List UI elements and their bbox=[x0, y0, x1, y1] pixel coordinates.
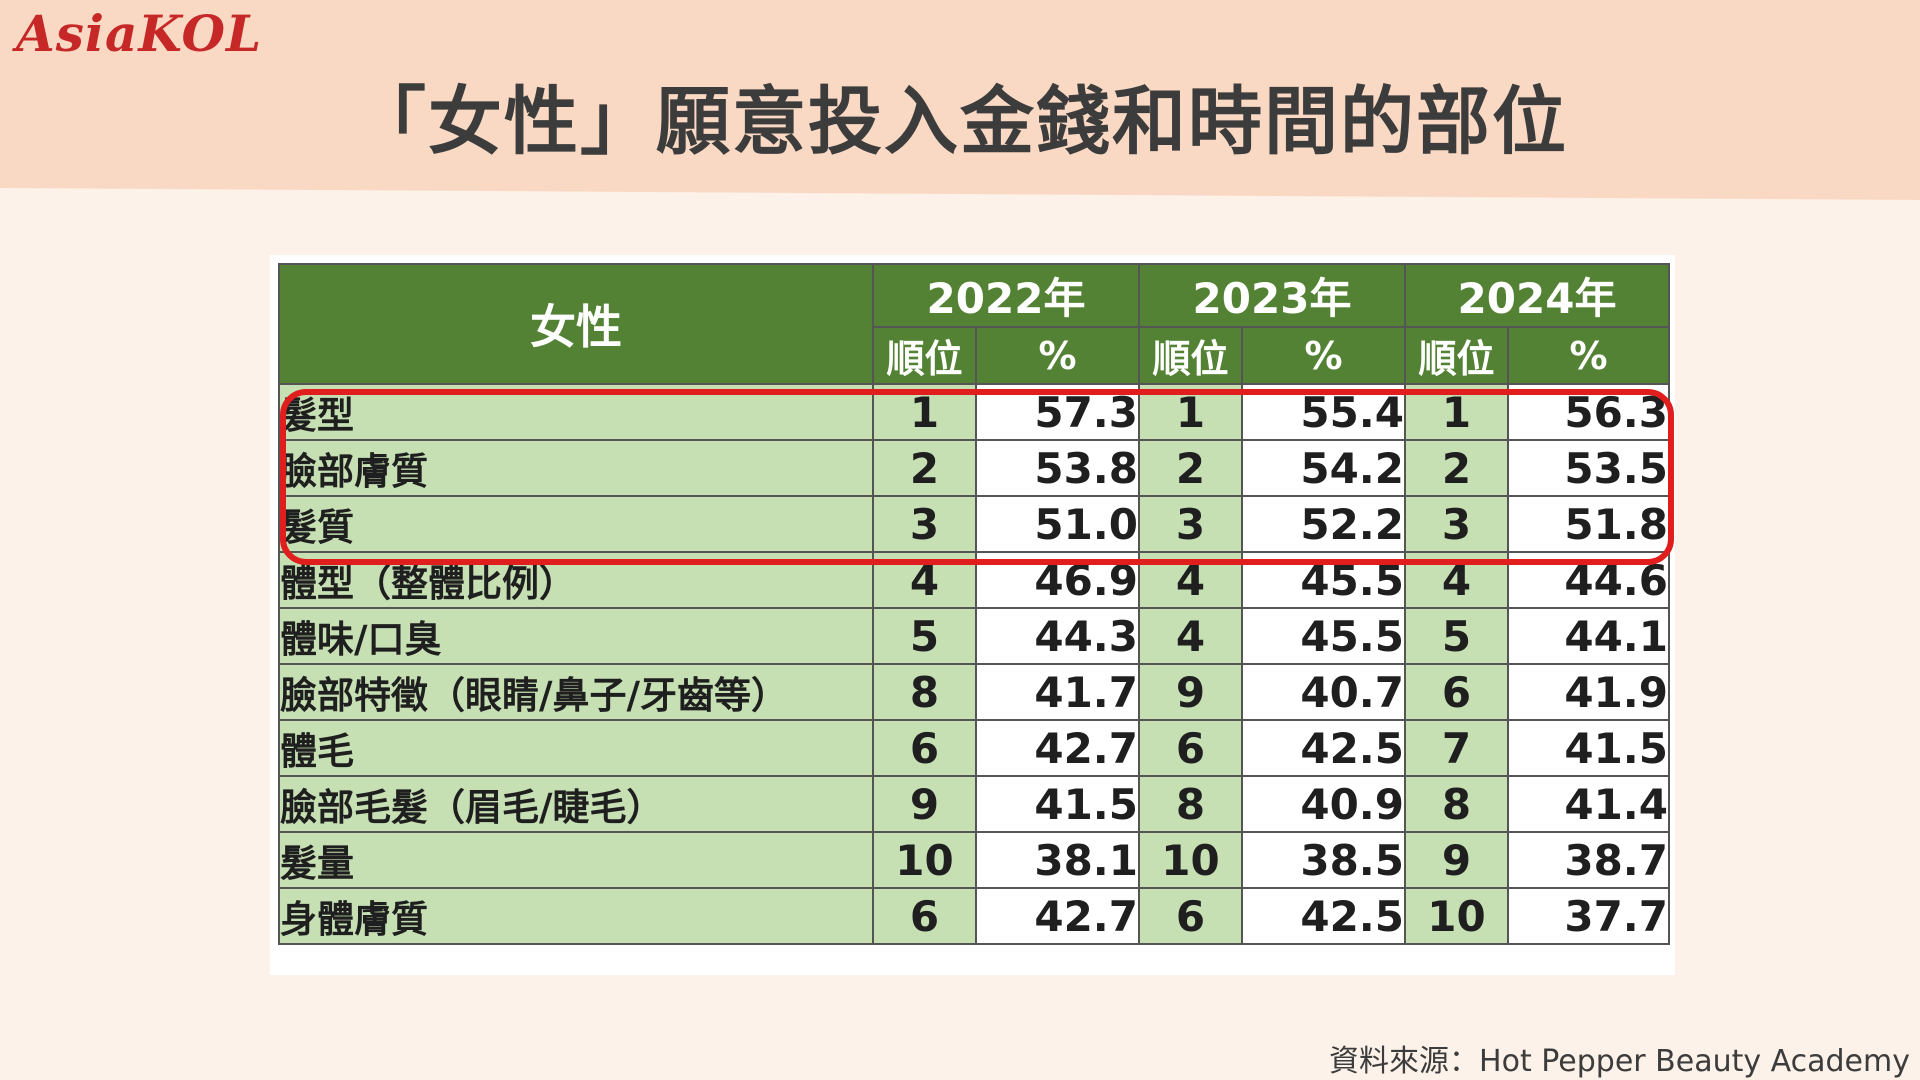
rank-column-header: 順位 bbox=[872, 326, 977, 385]
rank-2022-cell: 8 bbox=[872, 663, 977, 721]
row-label: 髮質 bbox=[278, 495, 874, 553]
percent-column-header: % bbox=[1241, 326, 1406, 385]
table-row: 臉部膚質 2 53.8 2 54.2 2 53.5 bbox=[278, 439, 1670, 497]
rank-2022-cell: 4 bbox=[872, 551, 977, 609]
page-title: 「女性」願意投入金錢和時間的部位 bbox=[352, 79, 1568, 165]
rank-2024-cell: 1 bbox=[1404, 383, 1509, 441]
table-row: 體型（整體比例） 4 46.9 4 45.5 4 44.6 bbox=[278, 551, 1670, 609]
corner-header: 女性 bbox=[278, 263, 874, 385]
percent-2023-cell: 40.9 bbox=[1241, 775, 1406, 833]
row-label: 體味/口臭 bbox=[278, 607, 874, 665]
rank-2024-cell: 3 bbox=[1404, 495, 1509, 553]
percent-2024-cell: 53.5 bbox=[1507, 439, 1670, 497]
percent-2023-cell: 55.4 bbox=[1241, 383, 1406, 441]
table-row: 臉部毛髮（眉毛/睫毛） 9 41.5 8 40.9 8 41.4 bbox=[278, 775, 1670, 833]
percent-2024-cell: 41.9 bbox=[1507, 663, 1670, 721]
percent-2024-cell: 41.4 bbox=[1507, 775, 1670, 833]
percent-2022-cell: 46.9 bbox=[975, 551, 1140, 609]
row-label: 臉部毛髮（眉毛/睫毛） bbox=[278, 775, 874, 833]
row-label: 髮型 bbox=[278, 383, 874, 441]
percent-2023-cell: 45.5 bbox=[1241, 551, 1406, 609]
sub-header-row: 順位 % 順位 % 順位 % bbox=[279, 326, 1670, 385]
rank-2022-cell: 5 bbox=[872, 607, 977, 665]
rank-2022-cell: 6 bbox=[872, 719, 977, 777]
percent-column-header: % bbox=[975, 326, 1140, 385]
rank-2023-cell: 3 bbox=[1138, 495, 1243, 553]
rank-2022-cell: 1 bbox=[872, 383, 977, 441]
rank-2023-cell: 2 bbox=[1138, 439, 1243, 497]
percent-2023-cell: 38.5 bbox=[1241, 831, 1406, 889]
row-label: 體型（整體比例） bbox=[278, 551, 874, 609]
row-label: 身體膚質 bbox=[278, 887, 874, 945]
percent-2023-cell: 52.2 bbox=[1241, 495, 1406, 553]
percent-2022-cell: 44.3 bbox=[975, 607, 1140, 665]
percent-2024-cell: 44.6 bbox=[1507, 551, 1670, 609]
percent-2023-cell: 42.5 bbox=[1241, 719, 1406, 777]
percent-2022-cell: 41.7 bbox=[975, 663, 1140, 721]
percent-2022-cell: 53.8 bbox=[975, 439, 1140, 497]
percent-2023-cell: 40.7 bbox=[1241, 663, 1406, 721]
rank-2022-cell: 10 bbox=[872, 831, 977, 889]
rank-2022-cell: 3 bbox=[872, 495, 977, 553]
percent-2023-cell: 42.5 bbox=[1241, 887, 1406, 945]
rank-2022-cell: 6 bbox=[872, 887, 977, 945]
table-row: 髮質 3 51.0 3 52.2 3 51.8 bbox=[278, 495, 1670, 553]
table-body: 髮型 1 57.3 1 55.4 1 56.3 臉部膚質 2 53.8 2 54.2 2 53.5 髮質 3 5… bbox=[278, 383, 1670, 945]
asiakol-logo: AsiaKOL bbox=[16, 4, 263, 63]
rank-2023-cell: 10 bbox=[1138, 831, 1243, 889]
percent-2022-cell: 42.7 bbox=[975, 719, 1140, 777]
percent-2024-cell: 51.8 bbox=[1507, 495, 1670, 553]
year-header: 2022年 bbox=[872, 263, 1140, 328]
percent-2022-cell: 51.0 bbox=[975, 495, 1140, 553]
rank-2024-cell: 2 bbox=[1404, 439, 1509, 497]
rank-2024-cell: 5 bbox=[1404, 607, 1509, 665]
rank-2023-cell: 8 bbox=[1138, 775, 1243, 833]
percent-2022-cell: 41.5 bbox=[975, 775, 1140, 833]
rank-2024-cell: 8 bbox=[1404, 775, 1509, 833]
table-row: 身體膚質 6 42.7 6 42.5 10 37.7 bbox=[278, 887, 1670, 945]
row-label: 髮量 bbox=[278, 831, 874, 889]
percent-2024-cell: 37.7 bbox=[1507, 887, 1670, 945]
rank-column-header: 順位 bbox=[1404, 326, 1509, 385]
percent-2024-cell: 56.3 bbox=[1507, 383, 1670, 441]
header-banner bbox=[0, 0, 1920, 200]
percent-2022-cell: 42.7 bbox=[975, 887, 1140, 945]
percent-2024-cell: 44.1 bbox=[1507, 607, 1670, 665]
row-label: 體毛 bbox=[278, 719, 874, 777]
rank-2023-cell: 4 bbox=[1138, 607, 1243, 665]
percent-column-header: % bbox=[1507, 326, 1670, 385]
rank-2022-cell: 2 bbox=[872, 439, 977, 497]
table-row: 髮型 1 57.3 1 55.4 1 56.3 bbox=[278, 383, 1670, 441]
table-row: 髮量 10 38.1 10 38.5 9 38.7 bbox=[278, 831, 1670, 889]
year-header-row: 女性 2022年 2023年 2024年 bbox=[278, 263, 1670, 385]
percent-2023-cell: 54.2 bbox=[1241, 439, 1406, 497]
table-row: 體毛 6 42.7 6 42.5 7 41.5 bbox=[278, 719, 1670, 777]
rank-2023-cell: 1 bbox=[1138, 383, 1243, 441]
rank-2022-cell: 9 bbox=[872, 775, 977, 833]
rank-2024-cell: 7 bbox=[1404, 719, 1509, 777]
rank-2023-cell: 9 bbox=[1138, 663, 1243, 721]
table-row: 臉部特徵（眼睛/鼻子/牙齒等） 8 41.7 9 40.7 6 41.9 bbox=[278, 663, 1670, 721]
rank-2024-cell: 4 bbox=[1404, 551, 1509, 609]
rank-2024-cell: 9 bbox=[1404, 831, 1509, 889]
rank-2023-cell: 6 bbox=[1138, 887, 1243, 945]
percent-2022-cell: 38.1 bbox=[975, 831, 1140, 889]
row-label: 臉部膚質 bbox=[278, 439, 874, 497]
rank-2024-cell: 10 bbox=[1404, 887, 1509, 945]
rank-column-header: 順位 bbox=[1138, 326, 1243, 385]
rank-2023-cell: 6 bbox=[1138, 719, 1243, 777]
percent-2024-cell: 41.5 bbox=[1507, 719, 1670, 777]
percent-2023-cell: 45.5 bbox=[1241, 607, 1406, 665]
ranking-table-container: 女性 2022年 2023年 2024年 順位 % 順位 % 順位 % 髮型 1 5… bbox=[270, 255, 1675, 975]
percent-2024-cell: 38.7 bbox=[1507, 831, 1670, 889]
ranking-table: 女性 2022年 2023年 2024年 順位 % 順位 % 順位 % 髮型 1 5… bbox=[278, 263, 1670, 945]
rank-2023-cell: 4 bbox=[1138, 551, 1243, 609]
year-header: 2023年 bbox=[1138, 263, 1406, 328]
year-header: 2024年 bbox=[1404, 263, 1670, 328]
source-citation: 資料來源：Hot Pepper Beauty Academy bbox=[1329, 1044, 1910, 1079]
rank-2024-cell: 6 bbox=[1404, 663, 1509, 721]
table-row: 體味/口臭 5 44.3 4 45.5 5 44.1 bbox=[278, 607, 1670, 665]
percent-2022-cell: 57.3 bbox=[975, 383, 1140, 441]
row-label: 臉部特徵（眼睛/鼻子/牙齒等） bbox=[278, 663, 874, 721]
